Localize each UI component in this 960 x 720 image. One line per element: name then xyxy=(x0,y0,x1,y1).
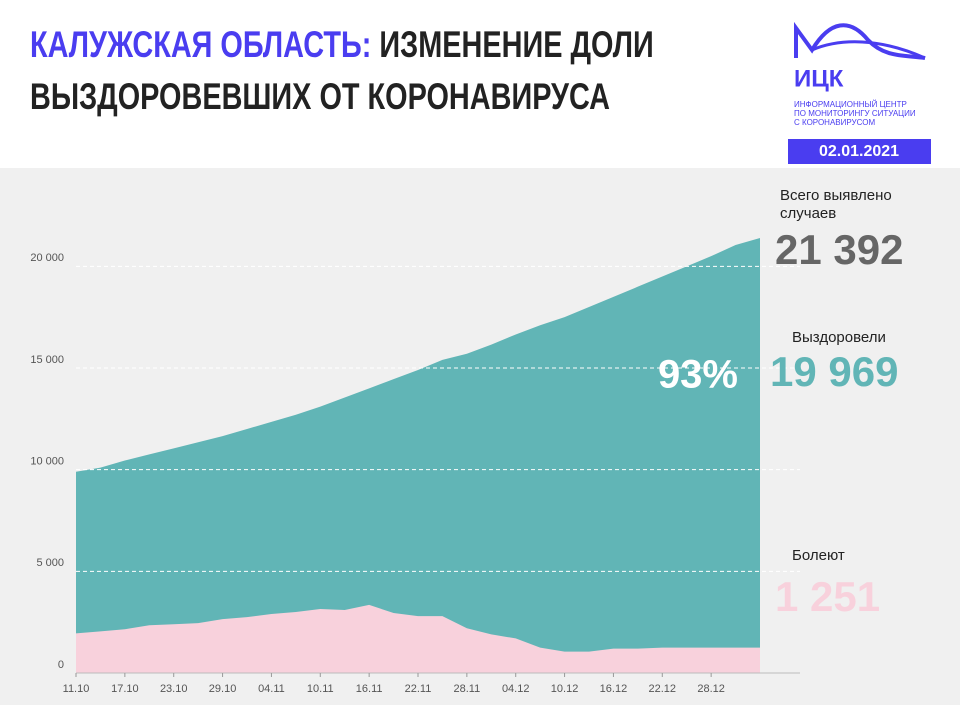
x-tick-label: 16.11 xyxy=(356,683,383,695)
annotation: 19 969 xyxy=(770,348,898,395)
title-text: ИЗМЕНЕНИЕ ДОЛИ xyxy=(379,24,654,65)
x-tick-label: 17.10 xyxy=(111,683,139,695)
title-line: ВЫЗДОРОВЕВШИХ ОТ КОРОНАВИРУСА xyxy=(30,76,610,117)
x-tick-label: 23.10 xyxy=(160,683,188,695)
y-tick-label: 5 000 xyxy=(36,557,64,569)
x-tick-label: 22.11 xyxy=(405,683,432,695)
logo-caption: С КОРОНАВИРУСОМ xyxy=(794,118,875,127)
area xyxy=(76,604,760,673)
title-line: КАЛУЖСКАЯ ОБЛАСТЬ: ИЗМЕНЕНИЕ ДОЛИ xyxy=(30,24,654,66)
y-tick-label: 20 000 xyxy=(30,252,64,264)
logo-caption: ИНФОРМАЦИОННЫЙ ЦЕНТР xyxy=(794,100,907,109)
x-tick-label: 10.12 xyxy=(551,683,579,695)
annotation: 1 251 xyxy=(775,573,880,620)
annotation: 93% xyxy=(658,353,738,397)
x-tick-label: 04.12 xyxy=(502,683,530,695)
date-box xyxy=(788,139,931,164)
x-tick-label: 11.10 xyxy=(63,683,90,695)
y-tick-label: 10 000 xyxy=(30,456,64,468)
logo-text: ИЦК xyxy=(794,65,844,92)
x-tick-label: 29.10 xyxy=(209,683,237,695)
date: 02.01.2021 xyxy=(819,143,899,160)
logo-caption: ПО МОНИТОРИНГУ СИТУАЦИИ xyxy=(794,109,916,118)
x-tick-label: 22.12 xyxy=(649,683,677,695)
x-tick-label: 16.12 xyxy=(600,683,628,695)
legend-label: Болеют xyxy=(792,547,845,564)
y-tick-label: 15 000 xyxy=(30,354,64,366)
annotation: Выздоровели xyxy=(792,329,886,346)
x-tick-label: 28.11 xyxy=(453,683,480,695)
x-tick-label: 04.11 xyxy=(258,683,285,695)
legend-label: Всего выявлено случаев xyxy=(780,187,892,222)
logo-mark xyxy=(794,21,926,60)
logo-mark xyxy=(811,40,926,60)
x-tick-label: 28.12 xyxy=(697,683,725,695)
title-highlight: КАЛУЖСКАЯ ОБЛАСТЬ: xyxy=(30,24,372,65)
area xyxy=(76,238,760,673)
x-tick-label: 10.11 xyxy=(307,683,334,695)
y-tick-label: 0 xyxy=(58,659,64,671)
annotation: 21 392 xyxy=(775,226,903,273)
